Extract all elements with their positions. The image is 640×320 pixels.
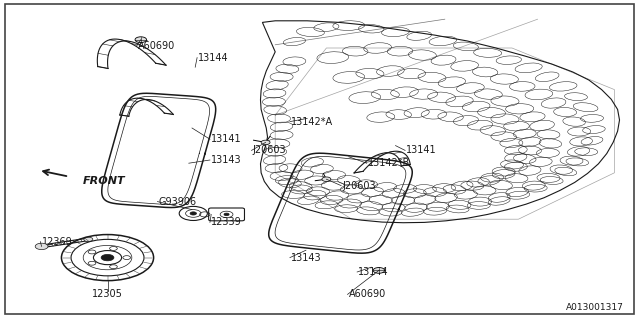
Circle shape (84, 237, 93, 242)
Text: 13143: 13143 (211, 155, 242, 165)
Circle shape (322, 177, 331, 181)
Text: 13142*B: 13142*B (368, 158, 410, 168)
Text: 12339: 12339 (211, 217, 242, 228)
Circle shape (101, 254, 114, 261)
Text: A60690: A60690 (138, 41, 175, 52)
Text: J20603: J20603 (253, 145, 287, 156)
Circle shape (35, 243, 48, 250)
Circle shape (88, 250, 96, 254)
Circle shape (109, 246, 117, 250)
Text: 13141: 13141 (406, 145, 437, 156)
Text: G93906: G93906 (159, 196, 197, 207)
Circle shape (135, 37, 147, 43)
Text: 12369: 12369 (42, 236, 72, 247)
Text: A60690: A60690 (349, 289, 386, 300)
Text: 13142*A: 13142*A (291, 116, 333, 127)
Text: A013001317: A013001317 (566, 303, 624, 312)
Circle shape (224, 213, 229, 216)
Circle shape (123, 256, 131, 260)
Text: 12305: 12305 (92, 289, 123, 300)
Circle shape (261, 140, 270, 145)
Circle shape (109, 265, 117, 269)
Text: 13144: 13144 (358, 267, 389, 277)
Text: 13144: 13144 (198, 52, 229, 63)
Text: 13143: 13143 (291, 252, 322, 263)
Circle shape (190, 212, 196, 215)
Circle shape (373, 268, 385, 273)
Text: J20603: J20603 (342, 180, 376, 191)
Circle shape (88, 261, 96, 265)
Text: 13141: 13141 (211, 134, 242, 144)
Text: FRONT: FRONT (83, 176, 126, 186)
